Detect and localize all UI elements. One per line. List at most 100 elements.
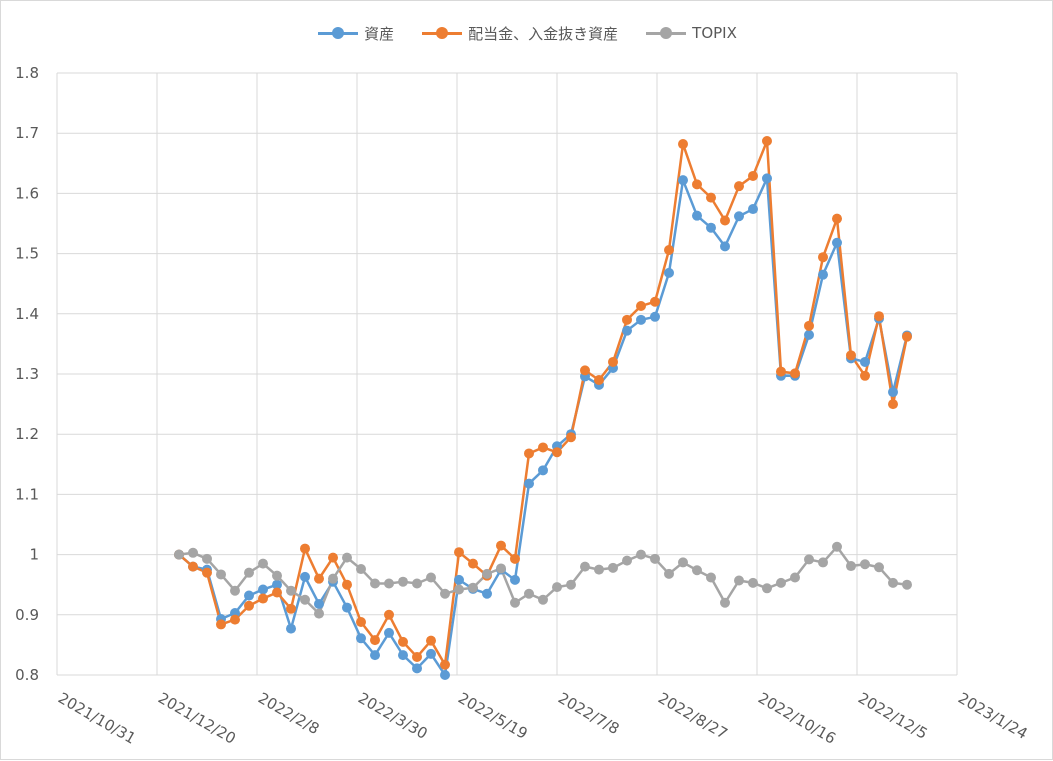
- data-point-series-1: [650, 311, 660, 322]
- x-tick-label: 2022/7/8: [555, 689, 622, 738]
- data-point-series-1: [636, 314, 646, 325]
- data-point-series-1: [664, 267, 674, 278]
- data-point-series-1: [860, 356, 870, 367]
- legend-item-series-2: 配当金、入金抜き資産: [422, 23, 618, 44]
- data-point-series-1: [818, 269, 828, 280]
- data-point-series-1: [356, 633, 366, 644]
- data-point-series-2: [706, 192, 716, 203]
- data-point-series-2: [888, 399, 898, 410]
- y-tick-label: 1: [29, 546, 39, 564]
- data-point-series-3: [776, 577, 786, 588]
- data-point-series-1: [412, 663, 422, 674]
- data-point-series-3: [370, 578, 380, 589]
- data-point-series-3: [818, 557, 828, 568]
- legend-item-series-3: TOPIX: [646, 24, 737, 42]
- data-point-series-2: [874, 311, 884, 322]
- data-point-series-2: [692, 179, 702, 190]
- x-tick-label: 2021/10/31: [55, 689, 139, 748]
- legend-label-series-2: 配当金、入金抜き資産: [468, 24, 619, 43]
- x-tick-label: 2022/8/27: [655, 689, 731, 743]
- data-point-series-3: [734, 575, 744, 586]
- y-tick-label: 1.6: [15, 184, 39, 202]
- data-point-series-3: [846, 561, 856, 572]
- data-point-series-3: [580, 561, 590, 572]
- legend-item-series-1: 資産: [318, 23, 394, 44]
- data-point-series-3: [188, 547, 198, 558]
- data-point-series-1: [454, 574, 464, 585]
- y-tick-label: 1.1: [15, 485, 39, 503]
- data-point-series-1: [272, 579, 282, 590]
- data-point-series-2: [314, 573, 324, 584]
- data-point-series-3: [566, 579, 576, 590]
- x-tick-label: 2022/3/30: [355, 689, 431, 743]
- data-point-series-2: [664, 244, 674, 255]
- data-point-series-3: [832, 541, 842, 552]
- gridlines: [56, 72, 958, 676]
- data-point-series-2: [804, 320, 814, 331]
- data-point-series-3: [510, 597, 520, 608]
- legend-label-series-3: TOPIX: [692, 24, 737, 42]
- data-point-series-2: [398, 636, 408, 647]
- data-point-series-2: [846, 350, 856, 361]
- data-point-series-3: [650, 553, 660, 564]
- data-point-series-2: [678, 139, 688, 150]
- data-point-series-2: [286, 603, 296, 614]
- data-point-series-1: [832, 237, 842, 248]
- data-point-series-3: [804, 554, 814, 565]
- data-point-series-3: [468, 582, 478, 593]
- legend-label-series-1: 資産: [364, 24, 395, 43]
- data-point-series-2: [272, 587, 282, 598]
- data-point-series-2: [566, 432, 576, 443]
- data-point-series-2: [454, 547, 464, 558]
- data-point-series-3: [636, 549, 646, 560]
- data-point-series-3: [398, 576, 408, 587]
- data-point-series-3: [300, 594, 310, 605]
- data-point-series-2: [230, 614, 240, 625]
- data-point-series-1: [482, 588, 492, 599]
- data-point-series-2: [832, 213, 842, 224]
- data-point-series-3: [888, 577, 898, 588]
- data-point-series-3: [748, 577, 758, 588]
- data-point-series-3: [664, 568, 674, 579]
- data-point-series-3: [552, 582, 562, 593]
- data-point-series-2: [860, 370, 870, 381]
- data-point-series-3: [874, 562, 884, 573]
- data-point-series-2: [300, 543, 310, 554]
- data-point-series-2: [202, 567, 212, 578]
- data-point-series-1: [692, 210, 702, 221]
- data-point-series-3: [496, 563, 506, 574]
- y-tick-label: 1.3: [15, 365, 39, 383]
- data-point-series-1: [244, 590, 254, 601]
- data-point-series-3: [706, 572, 716, 583]
- y-tick-label: 1.2: [15, 425, 39, 443]
- data-point-series-1: [258, 584, 268, 595]
- data-point-series-3: [860, 559, 870, 570]
- data-point-series-1: [622, 325, 632, 336]
- data-point-series-1: [804, 329, 814, 340]
- data-point-series-2: [538, 442, 548, 453]
- data-point-series-1: [538, 465, 548, 476]
- data-point-series-3: [258, 558, 268, 569]
- data-point-series-3: [202, 553, 212, 564]
- data-point-series-3: [356, 564, 366, 575]
- data-point-series-3: [244, 567, 254, 578]
- data-point-series-2: [902, 331, 912, 342]
- data-point-series-3: [524, 588, 534, 599]
- data-point-series-2: [440, 659, 450, 670]
- data-point-series-1: [706, 222, 716, 233]
- data-point-series-2: [776, 366, 786, 377]
- data-point-series-2: [594, 375, 604, 386]
- data-point-series-2: [468, 558, 478, 569]
- data-point-series-1: [678, 175, 688, 186]
- data-point-series-1: [734, 211, 744, 222]
- data-point-series-2: [818, 252, 828, 263]
- data-point-series-2: [748, 170, 758, 181]
- data-point-series-1: [888, 387, 898, 398]
- data-point-series-2: [580, 365, 590, 376]
- legend-marker-series-1: [318, 26, 359, 40]
- data-point-series-2: [216, 619, 226, 630]
- data-point-series-1: [398, 650, 408, 661]
- data-point-series-3: [538, 594, 548, 605]
- y-axis-ticks: 0.8 0.9 1 1.1 1.2 1.3 1.4 1.5 1.6 1.7 1.8: [15, 64, 39, 684]
